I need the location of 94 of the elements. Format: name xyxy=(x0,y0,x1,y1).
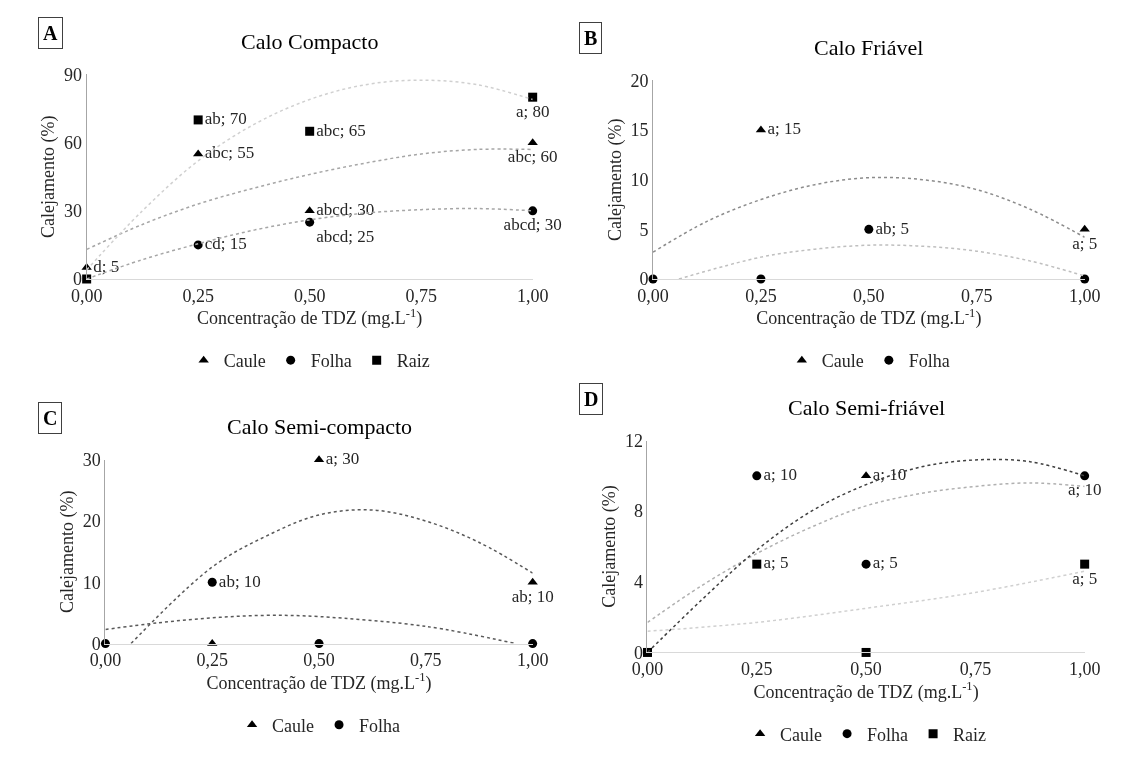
x-tick-label: 1,00 xyxy=(516,285,549,306)
x-tick-label: 0,50 xyxy=(850,659,882,680)
point xyxy=(1080,471,1090,481)
text: D xyxy=(584,388,599,410)
line-series xyxy=(653,176,1085,253)
point xyxy=(207,577,217,587)
point xyxy=(861,559,871,569)
point xyxy=(304,206,315,214)
x-tick-label: 0,25 xyxy=(196,650,228,671)
point xyxy=(305,126,315,136)
legend-label: Caule xyxy=(223,351,266,372)
y-tick-label: 10 xyxy=(82,572,101,593)
text: A xyxy=(43,22,58,44)
data-label: abc; 60 xyxy=(507,147,558,167)
data-label: a; 80 xyxy=(515,101,550,121)
x-tick-label: 1,00 xyxy=(1068,285,1101,306)
data-label: cd; 15 xyxy=(204,234,247,254)
legend-label: Caule xyxy=(821,351,864,372)
data-label: a; 10 xyxy=(1067,480,1102,500)
point xyxy=(305,217,315,227)
x-tick-label: 0,50 xyxy=(303,650,335,671)
x-axis-title: Concentração de TDZ (mg.L$^{-1}$) xyxy=(206,670,432,694)
point xyxy=(864,224,874,234)
point xyxy=(528,206,538,216)
x-tick-label: 1,00 xyxy=(1068,659,1101,680)
x-tick-label: 0,50 xyxy=(293,285,326,306)
data-label: ab; 10 xyxy=(511,586,554,606)
point xyxy=(528,92,538,102)
data-label: a; 5 xyxy=(763,553,789,573)
legend-label: Raiz xyxy=(953,724,987,745)
legend-label: Folha xyxy=(359,715,401,736)
x-tick-label: 0,50 xyxy=(853,285,885,306)
legend-label: Caule xyxy=(272,715,315,736)
y-tick-label: 10 xyxy=(630,169,649,190)
data-label: abcd; 25 xyxy=(316,226,375,246)
point xyxy=(193,115,203,125)
data-label: d; 5 xyxy=(93,256,120,276)
point xyxy=(752,471,762,481)
legend-label: Folha xyxy=(310,351,352,372)
point xyxy=(1080,559,1090,569)
x-tick-label: 0,25 xyxy=(182,285,214,306)
y-tick-label: 15 xyxy=(630,120,649,141)
x-tick-label: 0,75 xyxy=(959,659,992,680)
y-tick-label: 8 xyxy=(633,501,643,522)
y-tick-label: 20 xyxy=(82,511,101,532)
text: B xyxy=(584,27,598,49)
chart-title: Calo Semi-compacto xyxy=(227,414,413,439)
data-label: a; 15 xyxy=(767,119,802,139)
x-axis-title: Concentração de TDZ (mg.L$^{-1}$) xyxy=(756,305,982,330)
x-axis-title: Concentração de TDZ (mg.L$^{-1}$) xyxy=(197,305,423,330)
chart-title: Calo Compacto xyxy=(241,29,379,54)
data-label: a; 5 xyxy=(1072,233,1098,253)
x-tick-label: 0,25 xyxy=(741,659,773,680)
data-label: a; 5 xyxy=(1072,568,1098,588)
x-tick-label: 0,75 xyxy=(405,285,437,306)
chart-title: Calo Friável xyxy=(814,35,924,60)
y-axis-title: Calejamento (%) xyxy=(599,485,621,608)
x-tick-label: 0,25 xyxy=(745,285,777,306)
x-tick-label: 0,75 xyxy=(961,285,993,306)
legend-label: Folha xyxy=(908,351,950,372)
y-tick-label: 90 xyxy=(64,64,83,85)
data-label: a; 30 xyxy=(325,449,360,469)
point xyxy=(752,559,762,569)
data-label: abcd; 30 xyxy=(503,215,562,235)
x-axis-title: Concentração de TDZ (mg.L$^{-1}$) xyxy=(753,679,979,703)
y-axis-title: Calejamento (%) xyxy=(604,118,626,241)
y-tick-label: 5 xyxy=(639,219,649,240)
legend-label: Raiz xyxy=(396,351,430,372)
y-tick-label: 30 xyxy=(82,450,101,471)
x-tick-label: 1,00 xyxy=(516,650,549,671)
chart-title: Calo Semi-friável xyxy=(788,395,946,420)
y-tick-label: 20 xyxy=(630,70,649,91)
data-label: ab; 70 xyxy=(204,109,247,129)
point xyxy=(1079,224,1090,232)
data-label: abcd; 30 xyxy=(316,200,375,220)
data-label: a; 10 xyxy=(763,465,797,485)
y-tick-label: 4 xyxy=(633,572,643,593)
y-axis-title: Calejamento (%) xyxy=(38,115,60,238)
y-tick-label: 60 xyxy=(64,132,83,153)
data-label: a; 5 xyxy=(872,553,898,573)
data-label: ab; 10 xyxy=(218,571,261,591)
data-label: ab; 5 xyxy=(875,218,909,238)
legend-label: Folha xyxy=(867,724,909,745)
y-axis-title: Calejamento (%) xyxy=(57,490,79,613)
y-tick-label: 30 xyxy=(64,201,83,222)
text: C xyxy=(43,407,58,429)
legend-label: Caule xyxy=(780,724,823,745)
data-label: a; 10 xyxy=(872,465,907,485)
data-label: abc; 55 xyxy=(204,143,255,163)
x-tick-label: 0,75 xyxy=(410,650,442,671)
y-tick-label: 12 xyxy=(624,430,643,451)
line-series xyxy=(647,570,1085,632)
point xyxy=(527,577,538,585)
data-label: abc; 65 xyxy=(316,120,366,140)
